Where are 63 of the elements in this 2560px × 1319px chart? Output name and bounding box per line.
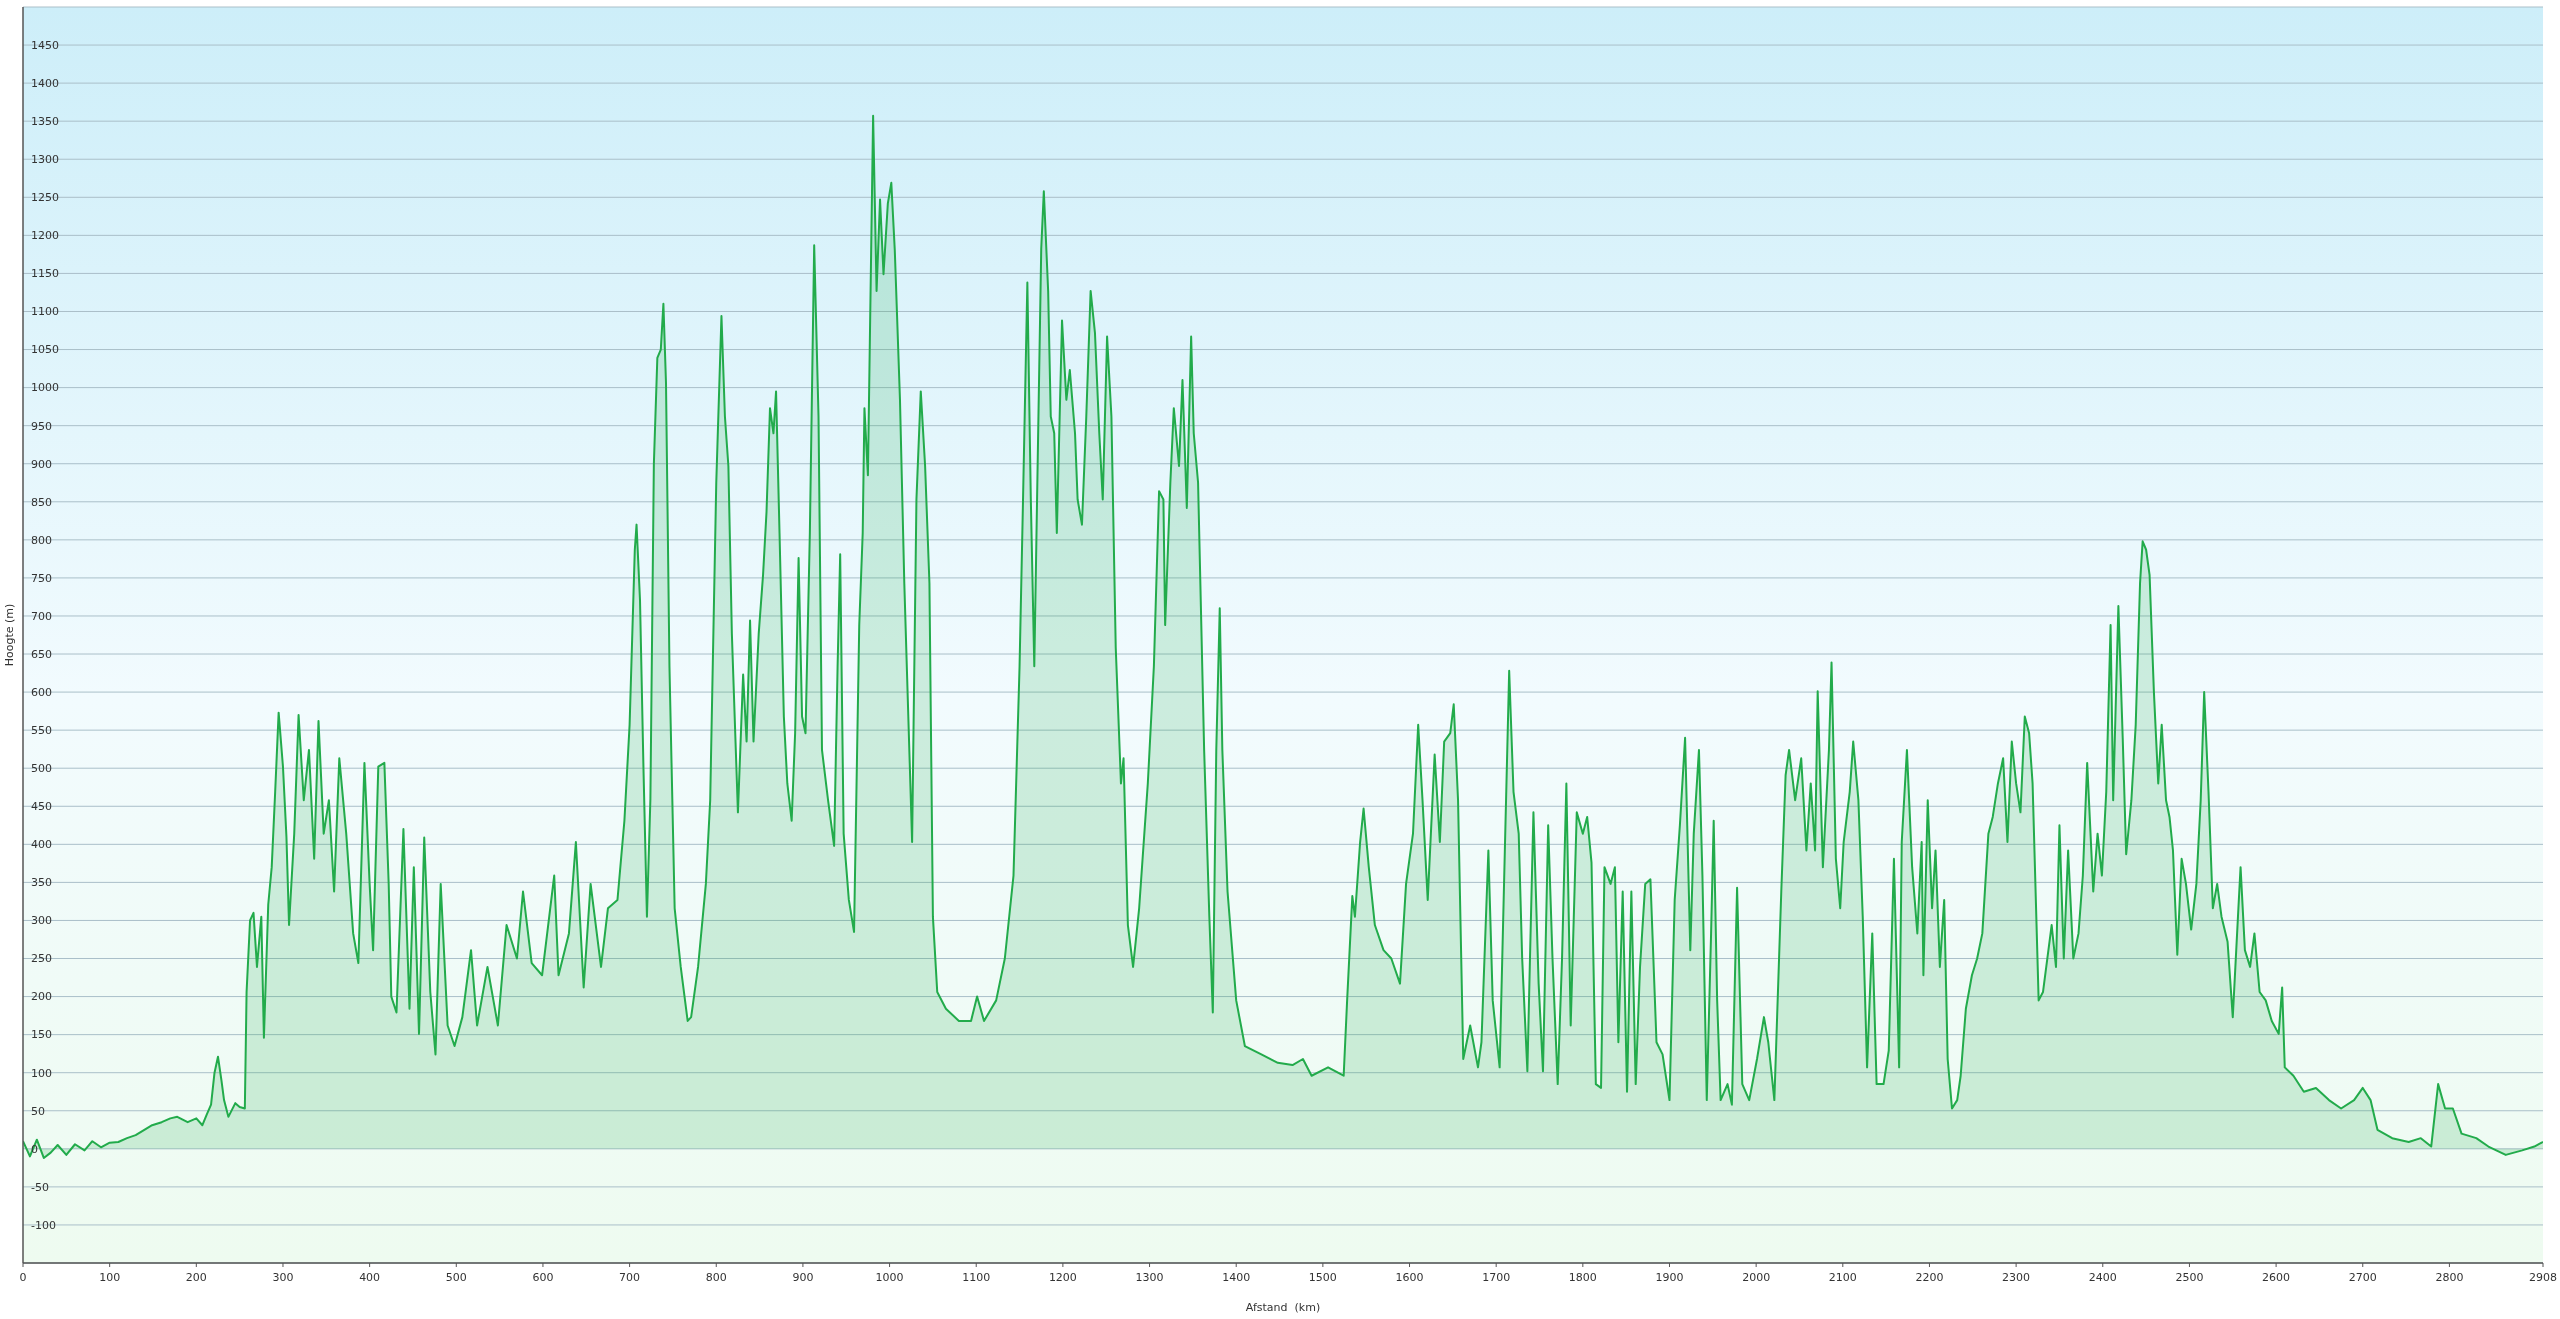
y-tick-label: 200 bbox=[31, 990, 52, 1004]
y-tick-label: 800 bbox=[31, 533, 52, 547]
y-tick-label: 750 bbox=[31, 571, 52, 585]
x-tick-label: 1000 bbox=[875, 1270, 904, 1284]
x-tick-label: 1100 bbox=[962, 1270, 991, 1284]
y-tick-label: 450 bbox=[31, 800, 52, 814]
y-tick-label: 350 bbox=[31, 876, 52, 890]
x-tick-label: 1800 bbox=[1568, 1270, 1597, 1284]
y-tick-label: 900 bbox=[31, 457, 52, 471]
y-tick-label: 650 bbox=[31, 647, 52, 661]
y-tick-label: 100 bbox=[31, 1066, 52, 1080]
x-tick-label: 2400 bbox=[2088, 1270, 2117, 1284]
x-tick-label: 1600 bbox=[1395, 1270, 1424, 1284]
x-tick-label: 1900 bbox=[1655, 1270, 1684, 1284]
x-tick-label: 2300 bbox=[2002, 1270, 2031, 1284]
y-tick-label: 600 bbox=[31, 685, 52, 699]
x-tick-label: 2800 bbox=[2435, 1270, 2464, 1284]
y-tick-label: 300 bbox=[31, 914, 52, 928]
x-tick-label: 1700 bbox=[1482, 1270, 1511, 1284]
y-tick-label: 1100 bbox=[31, 305, 59, 319]
y-tick-label: 950 bbox=[31, 419, 52, 433]
x-tick-label: 500 bbox=[445, 1270, 467, 1284]
x-tick-label: 400 bbox=[359, 1270, 381, 1284]
y-tick-label: -100 bbox=[31, 1218, 56, 1232]
y-tick-label: 1400 bbox=[31, 76, 59, 90]
x-tick-label: 100 bbox=[99, 1270, 121, 1284]
y-tick-label: 50 bbox=[31, 1104, 45, 1118]
x-tick-label: 1400 bbox=[1222, 1270, 1251, 1284]
y-tick-label: 1300 bbox=[31, 153, 59, 167]
y-tick-label: 1150 bbox=[31, 267, 59, 281]
x-tick-label: 0 bbox=[19, 1270, 27, 1284]
y-tick-label: 550 bbox=[31, 724, 52, 737]
y-tick-label: 250 bbox=[31, 952, 52, 966]
x-tick-label: 600 bbox=[532, 1270, 554, 1284]
x-tick-label: 2100 bbox=[1828, 1270, 1857, 1284]
y-tick-label: 1000 bbox=[31, 381, 59, 395]
x-tick-label: 2500 bbox=[2175, 1270, 2204, 1284]
y-tick-label: 500 bbox=[31, 762, 52, 776]
x-tick-label: 1500 bbox=[1308, 1270, 1337, 1284]
y-tick-label: -50 bbox=[31, 1180, 49, 1194]
y-tick-label: 400 bbox=[31, 838, 52, 852]
y-tick-label: 1250 bbox=[31, 191, 59, 205]
x-axis-title: Afstand (km) bbox=[1245, 1301, 1321, 1314]
y-tick-label: 1200 bbox=[31, 229, 59, 243]
x-tick-label: 2600 bbox=[2262, 1270, 2291, 1284]
x-tick-label: 800 bbox=[705, 1270, 727, 1284]
y-axis-title: Hoogte (m) bbox=[2, 603, 16, 667]
y-tick-label: 1450 bbox=[31, 38, 59, 52]
x-tick-label: 200 bbox=[185, 1270, 207, 1284]
x-tick-label: 700 bbox=[619, 1270, 641, 1284]
y-tick-label: 1050 bbox=[31, 343, 59, 357]
y-tick-label: 1350 bbox=[31, 115, 59, 129]
x-tick-label: 2700 bbox=[2348, 1270, 2377, 1284]
y-tick-label: 850 bbox=[31, 495, 52, 509]
x-tick-label: 900 bbox=[792, 1270, 814, 1284]
y-tick-label: 700 bbox=[31, 609, 52, 623]
x-tick-label: 2000 bbox=[1742, 1270, 1771, 1284]
x-tick-label: 300 bbox=[272, 1270, 294, 1284]
x-tick-label: 2200 bbox=[1915, 1270, 1944, 1284]
x-tick-label: 1200 bbox=[1048, 1270, 1077, 1284]
x-tick-label: 2908 bbox=[2529, 1270, 2557, 1284]
x-tick-label: 1300 bbox=[1135, 1270, 1164, 1284]
y-tick-label: 150 bbox=[31, 1028, 52, 1042]
